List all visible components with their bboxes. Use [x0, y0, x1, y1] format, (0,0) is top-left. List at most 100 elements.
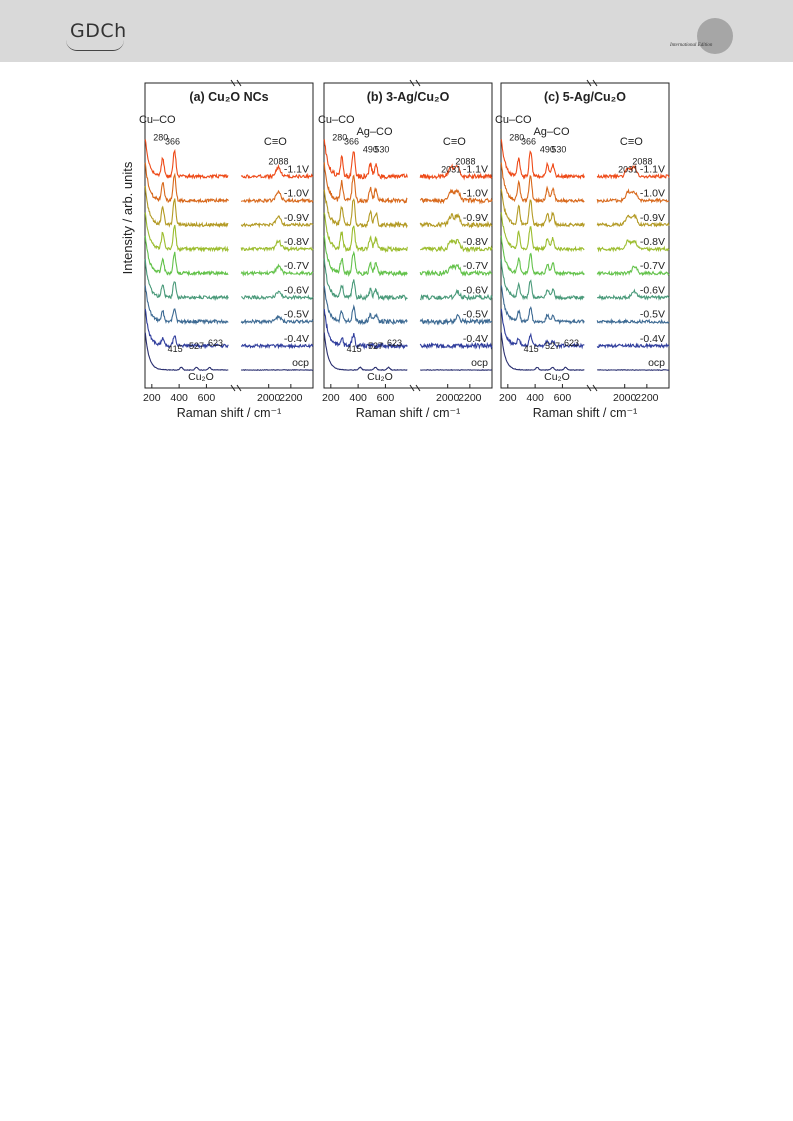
potential-label: -1.1V [284, 163, 309, 175]
peak-label: 623 [208, 338, 223, 348]
potential-label: ocp [471, 357, 488, 369]
peak-label: 490 [363, 144, 378, 154]
spectrum-low--0.4V [500, 308, 585, 350]
panel-frame [500, 82, 670, 389]
peak-label: 280 [509, 132, 524, 142]
peak-label: 527 [545, 341, 560, 351]
panel-frame [144, 82, 314, 389]
spectrum-high--1.0V [419, 188, 493, 205]
spectrum-low--0.6V [144, 259, 229, 301]
cu-co-label: Cu–CO [139, 114, 176, 126]
peak-label: 366 [344, 136, 359, 146]
potential-label: -0.4V [284, 333, 309, 345]
x-axis-label: Raman shift / cm⁻¹ [356, 406, 461, 420]
raman-figure: Intensity / arb. units 200 400 600 20002200… [120, 79, 670, 420]
potential-label: -1.0V [284, 188, 309, 200]
spectrum-low--0.7V [500, 235, 585, 277]
x-tick-label: 200 [322, 392, 340, 404]
spectrum-low--0.8V [500, 212, 585, 253]
peak-label: 366 [521, 136, 536, 146]
axis-break-mark [415, 79, 421, 87]
peak-label: 2031 [441, 164, 461, 174]
spectrum-high--0.5V [240, 315, 314, 325]
axis-break-mark [592, 79, 598, 87]
spectrum-low--0.5V [323, 285, 408, 326]
potential-label: -0.8V [640, 236, 665, 248]
peak-label: 2088 [632, 156, 652, 166]
axis-break-mark [236, 79, 242, 87]
spectrum-low--1.1V [144, 139, 229, 180]
spectrum-high--0.4V [596, 342, 670, 350]
spectrum-low--1.1V [323, 139, 408, 180]
panel-title: (b) 3-Ag/Cu₂O [367, 90, 450, 104]
c-o-label: C≡O [443, 136, 466, 148]
x-tick-label: 400 [170, 392, 188, 404]
axis-break-mark [236, 384, 242, 392]
gdch-logo-arc [66, 40, 124, 51]
spectrum-high--1.0V [240, 189, 314, 204]
panel-title: (a) Cu₂O NCs [189, 90, 268, 104]
ag-co-label: Ag–CO [533, 126, 570, 138]
spectrum-high--0.9V [240, 215, 314, 229]
peak-label: 527 [368, 341, 383, 351]
spectrum-high--0.5V [419, 313, 493, 326]
spectrum-low--0.4V [323, 308, 408, 350]
panel-frame [323, 82, 493, 389]
x-tick-label: 400 [526, 392, 544, 404]
axis-break-mark [586, 79, 592, 87]
spectrum-low-ocp [500, 332, 585, 372]
c-o-label: C≡O [264, 136, 287, 148]
gdch-logo: GDCh [70, 20, 127, 42]
x-tick-label: 200 [499, 392, 517, 404]
spectrum-low--0.9V [144, 185, 229, 229]
spectrum-low--0.6V [500, 258, 585, 301]
x-tick-label: 2200 [458, 392, 482, 404]
potential-label: -1.0V [640, 188, 665, 200]
cu-co-label: Cu–CO [495, 114, 532, 126]
spectrum-low--0.5V [500, 285, 585, 325]
x-tick-label: 2000 [257, 392, 281, 404]
spectrum-high--0.4V [419, 341, 493, 350]
spectrum-high--1.1V [596, 164, 670, 180]
peak-label: 623 [387, 338, 402, 348]
cu2o-label: Cu₂O [544, 371, 570, 383]
x-tick-label: 200 [143, 392, 161, 404]
axis-break-mark [415, 384, 421, 392]
spectrum-high-ocp [420, 369, 493, 371]
x-tick-label: 400 [349, 392, 367, 404]
potential-label: -0.7V [463, 260, 488, 272]
spectrum-high--0.6V [241, 290, 314, 301]
spectrum-low-ocp [323, 332, 408, 371]
potential-label: -0.8V [463, 236, 488, 248]
spectrum-low--0.7V [323, 235, 408, 277]
peak-label: 2088 [455, 156, 475, 166]
x-tick-label: 2200 [279, 392, 303, 404]
spectrum-low--1.0V [144, 162, 229, 204]
peak-label: 530 [374, 144, 389, 154]
potential-label: -0.5V [463, 309, 488, 321]
spectrum-high-ocp [240, 369, 314, 371]
x-axis-label: Raman shift / cm⁻¹ [533, 406, 638, 420]
spectrum-low--1.1V [500, 139, 585, 180]
potential-label: -0.9V [640, 212, 665, 224]
spectrum-high--0.9V [596, 213, 670, 228]
spectrum-high--0.4V [240, 342, 314, 350]
x-axis-label: Raman shift / cm⁻¹ [177, 406, 282, 420]
potential-label: ocp [292, 357, 309, 369]
spectrum-high--0.7V [419, 263, 493, 277]
ag-co-label: Ag–CO [356, 126, 393, 138]
spectrum-high--0.8V [240, 239, 314, 253]
y-axis-label: Intensity / arb. units [120, 161, 135, 274]
potential-label: -0.4V [640, 333, 665, 345]
spectrum-high--0.7V [596, 265, 670, 277]
axis-break-mark [409, 384, 415, 392]
spectrum-high--0.8V [597, 239, 670, 253]
x-tick-label: 600 [377, 392, 395, 404]
spectrum-low--0.5V [144, 285, 229, 326]
potential-label: -1.1V [463, 163, 488, 175]
spectrum-high--1.0V [596, 188, 670, 204]
spectrum-high--0.5V [596, 318, 670, 325]
peak-label: 2031 [618, 164, 638, 174]
axis-break-mark [230, 384, 236, 392]
spectrum-low--0.8V [144, 212, 229, 253]
